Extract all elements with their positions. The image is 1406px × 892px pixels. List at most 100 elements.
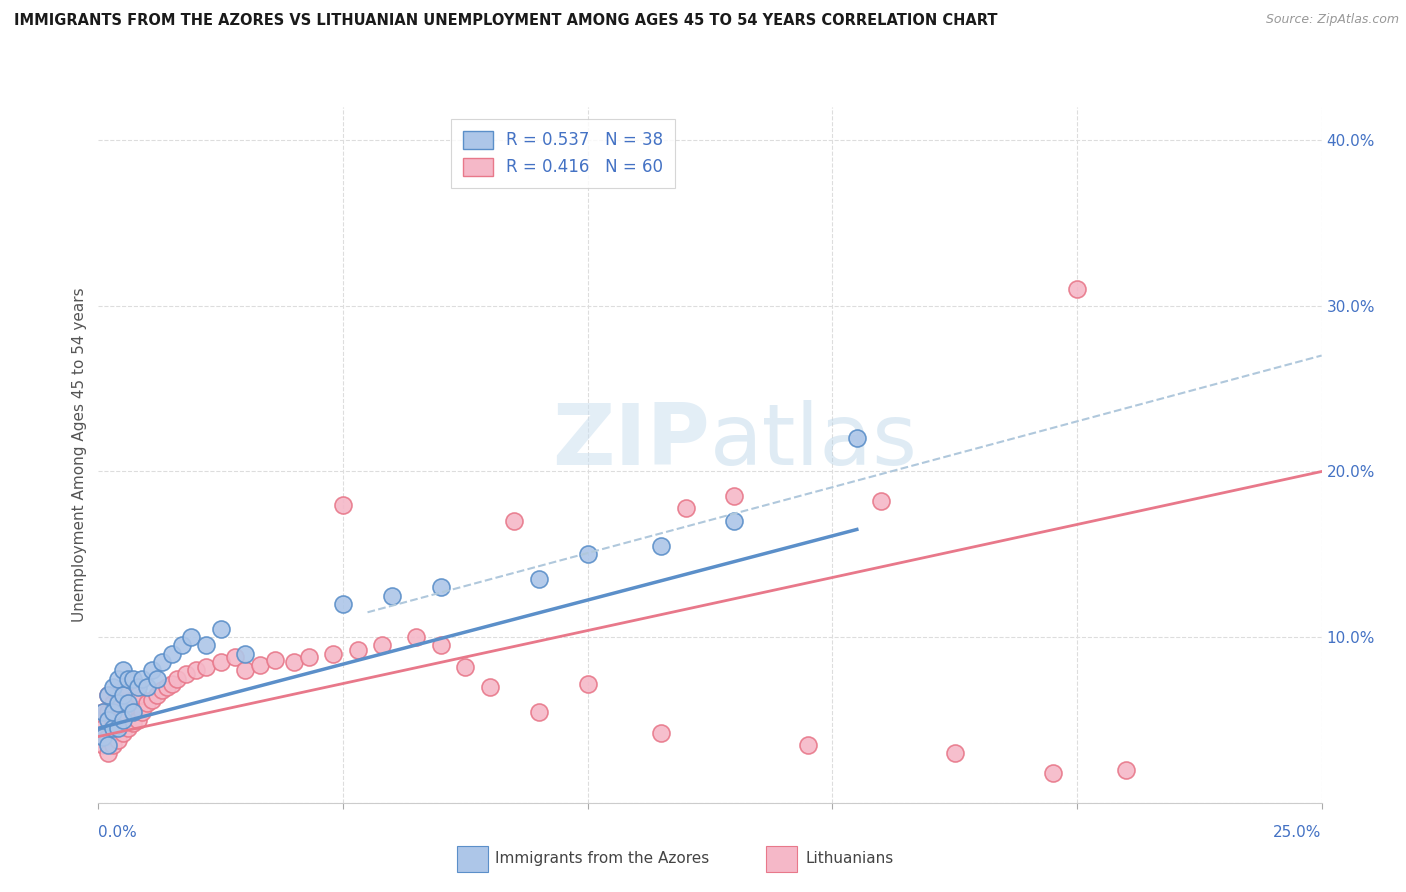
Point: [176, 666, 198, 681]
Point: [91, 721, 114, 735]
Point: [136, 680, 159, 694]
Point: [111, 663, 134, 677]
Point: [454, 660, 477, 674]
Point: [121, 672, 143, 686]
Point: [121, 716, 143, 731]
Point: [97, 730, 120, 744]
Point: [91, 705, 114, 719]
Point: [101, 716, 124, 731]
Point: [405, 630, 427, 644]
Point: [107, 721, 129, 735]
Text: 25.0%: 25.0%: [1274, 825, 1322, 840]
Point: [150, 683, 173, 698]
Point: [675, 500, 697, 515]
Point: [111, 683, 134, 698]
Point: [650, 726, 672, 740]
Point: [97, 746, 120, 760]
Point: [371, 639, 394, 653]
Point: [127, 688, 149, 702]
Point: [117, 697, 139, 711]
Point: [101, 697, 124, 711]
Point: [723, 489, 745, 503]
Point: [943, 746, 966, 760]
Point: [111, 726, 134, 740]
Point: [101, 738, 124, 752]
Text: Immigrants from the Azores: Immigrants from the Azores: [495, 852, 709, 866]
Point: [845, 431, 868, 445]
Point: [503, 514, 526, 528]
Point: [91, 738, 114, 752]
Point: [107, 713, 129, 727]
Point: [97, 705, 120, 719]
Point: [160, 676, 183, 690]
Point: [136, 697, 159, 711]
Point: [195, 639, 218, 653]
Point: [381, 589, 404, 603]
Point: [797, 738, 820, 752]
Text: 0.0%: 0.0%: [98, 825, 138, 840]
Point: [97, 688, 120, 702]
Point: [107, 693, 129, 707]
Point: [117, 672, 139, 686]
Point: [166, 672, 188, 686]
Point: [332, 498, 354, 512]
Point: [233, 663, 256, 677]
Point: [195, 660, 218, 674]
Point: [131, 705, 153, 719]
Point: [527, 705, 550, 719]
Point: [1042, 766, 1064, 780]
Point: [146, 688, 169, 702]
Point: [150, 655, 173, 669]
Point: [101, 680, 124, 694]
Point: [97, 688, 120, 702]
Point: [97, 713, 120, 727]
Point: [156, 680, 179, 694]
Point: [160, 647, 183, 661]
Point: [111, 713, 134, 727]
Point: [576, 676, 599, 690]
Y-axis label: Unemployment Among Ages 45 to 54 years: Unemployment Among Ages 45 to 54 years: [72, 287, 87, 623]
Point: [117, 697, 139, 711]
Point: [131, 672, 153, 686]
Point: [430, 639, 453, 653]
Point: [107, 672, 129, 686]
Point: [322, 647, 344, 661]
Point: [332, 597, 354, 611]
Point: [91, 705, 114, 719]
Point: [97, 738, 120, 752]
Point: [430, 581, 453, 595]
Point: [283, 655, 305, 669]
Point: [1066, 282, 1088, 296]
Point: [209, 655, 232, 669]
Text: Lithuanians: Lithuanians: [806, 852, 894, 866]
Point: [298, 650, 321, 665]
Text: ZIP: ZIP: [553, 400, 710, 483]
Point: [141, 663, 163, 677]
Point: [170, 639, 193, 653]
Point: [249, 658, 271, 673]
Point: [101, 721, 124, 735]
Point: [101, 705, 124, 719]
Point: [650, 539, 672, 553]
Point: [111, 705, 134, 719]
Point: [233, 647, 256, 661]
Point: [527, 572, 550, 586]
Point: [121, 693, 143, 707]
Point: [91, 730, 114, 744]
Point: [263, 653, 285, 667]
Point: [146, 672, 169, 686]
Legend: R = 0.537   N = 38, R = 0.416   N = 60: R = 0.537 N = 38, R = 0.416 N = 60: [451, 119, 675, 188]
Point: [723, 514, 745, 528]
Point: [209, 622, 232, 636]
Point: [127, 680, 149, 694]
Point: [107, 732, 129, 747]
Point: [117, 721, 139, 735]
Point: [141, 693, 163, 707]
Text: Source: ZipAtlas.com: Source: ZipAtlas.com: [1265, 13, 1399, 27]
Point: [478, 680, 501, 694]
Point: [870, 494, 893, 508]
Text: IMMIGRANTS FROM THE AZORES VS LITHUANIAN UNEMPLOYMENT AMONG AGES 45 TO 54 YEARS : IMMIGRANTS FROM THE AZORES VS LITHUANIAN…: [14, 13, 998, 29]
Point: [107, 697, 129, 711]
Point: [346, 643, 368, 657]
Point: [180, 630, 202, 644]
